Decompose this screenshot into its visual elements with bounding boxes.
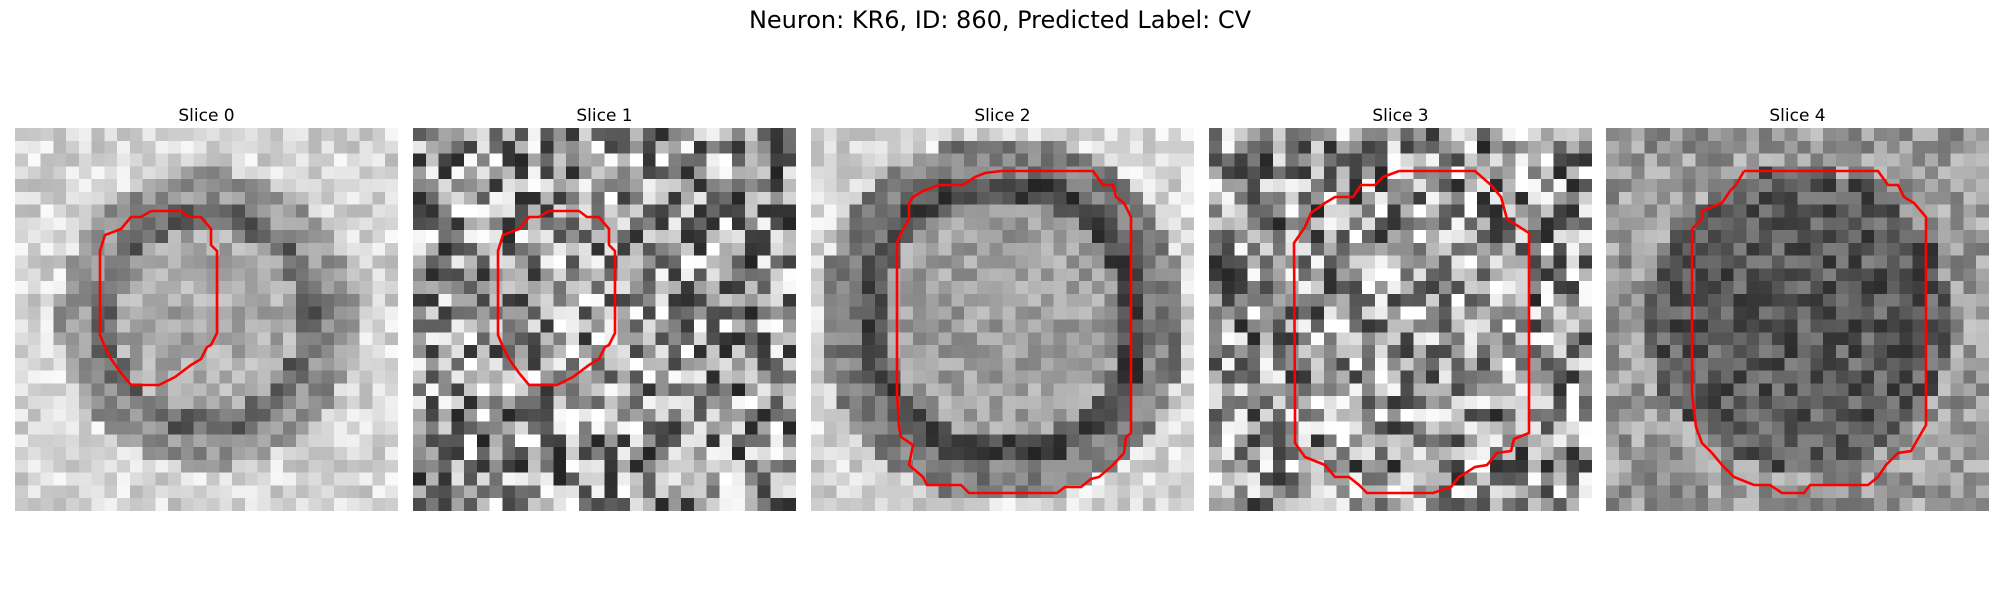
roi-contour-2 (895, 169, 1133, 495)
slice-panel-0: Slice 0 (15, 104, 398, 511)
slice-panel-2: Slice 2 (811, 104, 1194, 511)
slice-panel-1: Slice 1 (413, 104, 796, 511)
roi-contour-4 (1690, 169, 1928, 495)
slice-title-0: Slice 0 (178, 106, 235, 126)
slice-title-1: Slice 1 (576, 106, 633, 126)
slice-title-3: Slice 3 (1372, 106, 1429, 126)
roi-contour-3 (1292, 169, 1531, 495)
roi-contour-1 (496, 209, 617, 387)
slice-panel-4: Slice 4 (1606, 104, 1989, 511)
microscopy-image-0 (15, 128, 398, 511)
slice-panel-3: Slice 3 (1209, 104, 1592, 511)
roi-contour-0 (98, 209, 219, 387)
slice-title-2: Slice 2 (974, 106, 1031, 126)
figure-title: Neuron: KR6, ID: 860, Predicted Label: C… (748, 6, 1252, 34)
microscopy-image-1 (413, 128, 796, 511)
slice-title-4: Slice 4 (1769, 106, 1826, 126)
